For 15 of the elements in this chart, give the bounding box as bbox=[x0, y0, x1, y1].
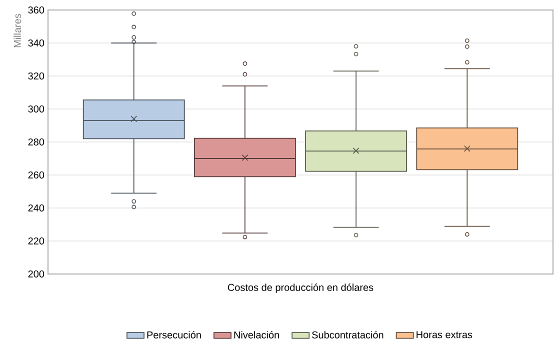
y-tick-label: 200 bbox=[28, 270, 44, 278]
legend-label: Horas extras bbox=[416, 331, 472, 338]
y-axis-title: Millares bbox=[14, 14, 21, 48]
y-tick-label: 300 bbox=[28, 105, 44, 113]
y-tick-label: 280 bbox=[28, 138, 44, 146]
y-tick-label: 340 bbox=[28, 39, 44, 47]
legend-label: Persecución bbox=[147, 330, 201, 338]
legend-label: Subcontratación bbox=[312, 330, 384, 338]
y-tick-label: 320 bbox=[28, 72, 44, 80]
y-tick-label: 360 bbox=[28, 6, 44, 14]
y-tick-label: 240 bbox=[28, 204, 44, 212]
legend-label: Nivelación bbox=[234, 330, 279, 338]
x-axis-title: Costos de producción en dólares bbox=[228, 284, 374, 293]
y-tick-label: 220 bbox=[28, 237, 44, 245]
y-tick-label: 260 bbox=[28, 171, 44, 179]
